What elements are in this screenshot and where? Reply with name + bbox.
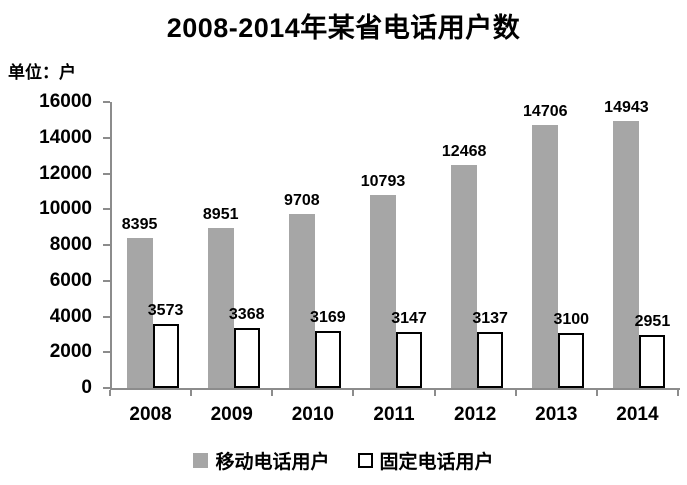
data-label-fixed-2010: 3169 [310,309,346,326]
data-label-fixed-2008: 3573 [147,302,184,319]
y-tick-mark [103,208,110,211]
legend-label-fixed: 固定电话用户 [379,452,494,473]
x-tick-mark [109,390,111,396]
y-tick-mark [103,172,110,175]
x-tick-mark [595,390,598,396]
y-tick-mark [103,101,110,103]
bar-mobile-2011 [370,195,396,388]
y-tick-mark [103,136,110,139]
data-label-mobile-2009: 8951 [202,206,239,223]
x-axis-label-2013: 2013 [535,404,578,425]
bar-mobile-2013 [532,125,559,388]
x-tick-mark [514,390,517,396]
bar-fixed-2010 [314,331,341,388]
data-label-fixed-2011: 3147 [391,310,427,327]
bar-fixed-2009 [233,328,260,388]
legend-item-mobile: 移动电话用户 [193,447,330,474]
x-tick-mark [677,390,679,396]
y-tick-mark [103,387,110,389]
bar-fixed-2008 [152,324,179,388]
y-tick-label: 4000 [49,305,92,327]
legend-label-mobile: 移动电话用户 [215,452,330,473]
y-tick-label: 8000 [49,234,92,255]
data-label-mobile-2010: 9708 [284,192,320,209]
plot-area: 8395 3573 8951 3368 9708 3169 10793 3147 12468 31… [110,99,680,390]
x-tick-mark [190,390,193,396]
unit-label: 单位：户 [8,63,76,82]
data-label-fixed-2014: 2951 [634,313,671,330]
bar-mobile-2010 [288,214,315,388]
bar-fixed-2014 [639,335,666,388]
y-tick-mark [103,315,110,318]
x-tick-mark [352,390,355,396]
data-label-fixed-2013: 3100 [553,311,590,328]
x-tick-mark [271,390,274,396]
data-label-fixed-2012: 3137 [472,310,508,327]
data-label-mobile-2008: 8395 [121,216,158,233]
x-tick-mark [433,390,436,396]
x-axis-label-2008: 2008 [129,404,172,425]
x-axis-label-2010: 2010 [291,404,334,425]
x-axis-label-2009: 2009 [210,404,253,425]
bar-fixed-2011 [396,332,422,388]
chart-title: 2008-2014年某省电话用户数 [166,13,521,43]
y-tick-label: 10000 [39,198,92,220]
legend-swatch-fixed-icon [357,453,373,468]
data-label-fixed-2009: 3368 [228,306,265,323]
x-axis-label-2011: 2011 [373,404,415,425]
legend-swatch-mobile-icon [193,453,209,468]
bar-fixed-2012 [477,332,504,388]
bar-mobile-2008 [126,238,153,388]
data-label-mobile-2012: 12468 [441,143,487,160]
y-tick-label: 16000 [39,91,92,112]
y-tick-mark [103,279,110,282]
bar-mobile-2009 [207,228,234,388]
y-tick-label: 0 [81,377,92,398]
x-axis-label-2012: 2012 [454,404,497,425]
bar-mobile-2012 [451,165,478,388]
legend-item-fixed: 固定电话用户 [357,447,494,474]
legend: 移动电话用户 固定电话用户 [0,447,687,474]
data-label-mobile-2014: 14943 [604,99,649,116]
y-tick-label: 12000 [39,162,92,184]
data-label-mobile-2013: 14706 [523,103,568,120]
y-tick-mark [103,244,110,246]
bar-mobile-2014 [613,121,640,388]
x-axis-label-2014: 2014 [616,404,659,425]
y-tick-label: 2000 [49,341,92,363]
bar-fixed-2013 [558,333,585,388]
data-label-mobile-2011: 10793 [360,173,406,190]
y-tick-label: 14000 [39,126,92,148]
y-tick-mark [103,351,110,354]
y-tick-label: 6000 [49,269,92,291]
